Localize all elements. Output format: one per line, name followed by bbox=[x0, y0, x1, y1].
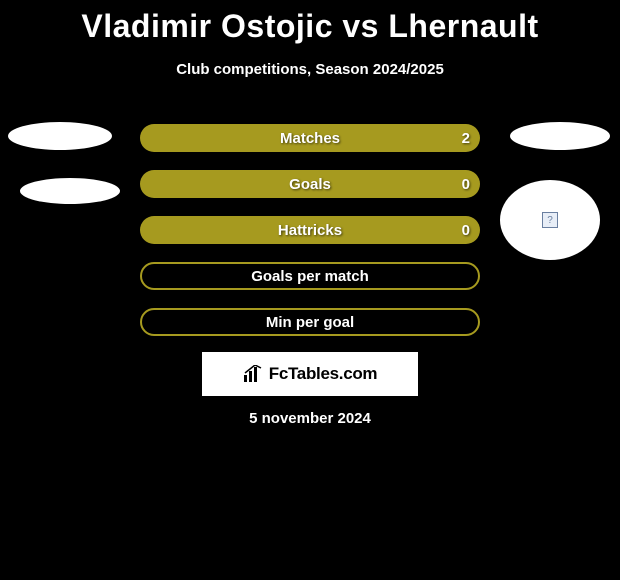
stat-bars: Matches 2 Goals 0 Hattricks 0 Goals per … bbox=[140, 124, 480, 354]
player-right-avatar-2: ? bbox=[500, 180, 600, 260]
page-title: Vladimir Ostojic vs Lhernault bbox=[0, 0, 620, 45]
date-text: 5 november 2024 bbox=[0, 410, 620, 427]
bar-min-per-goal-label: Min per goal bbox=[266, 314, 354, 331]
bar-min-per-goal: Min per goal bbox=[140, 308, 480, 336]
player-left-avatar-2 bbox=[20, 178, 120, 204]
fctables-logo-text: FcTables.com bbox=[269, 364, 378, 384]
bar-goals-per-match: Goals per match bbox=[140, 262, 480, 290]
image-placeholder-icon: ? bbox=[542, 212, 558, 228]
fctables-logo-icon bbox=[243, 365, 265, 383]
fctables-logo: FcTables.com bbox=[202, 352, 418, 396]
bar-matches-label: Matches bbox=[280, 130, 340, 147]
bar-goals: Goals 0 bbox=[140, 170, 480, 198]
subtitle: Club competitions, Season 2024/2025 bbox=[0, 61, 620, 78]
bar-hattricks-value-right: 0 bbox=[462, 222, 470, 239]
bar-hattricks-label: Hattricks bbox=[278, 222, 342, 239]
bar-goals-label: Goals bbox=[289, 176, 331, 193]
bar-goals-value-right: 0 bbox=[462, 176, 470, 193]
bar-matches-value-right: 2 bbox=[462, 130, 470, 147]
bar-matches: Matches 2 bbox=[140, 124, 480, 152]
bar-hattricks: Hattricks 0 bbox=[140, 216, 480, 244]
player-right-avatar-1 bbox=[510, 122, 610, 150]
player-left-avatar-1 bbox=[8, 122, 112, 150]
bar-goals-per-match-label: Goals per match bbox=[251, 268, 369, 285]
